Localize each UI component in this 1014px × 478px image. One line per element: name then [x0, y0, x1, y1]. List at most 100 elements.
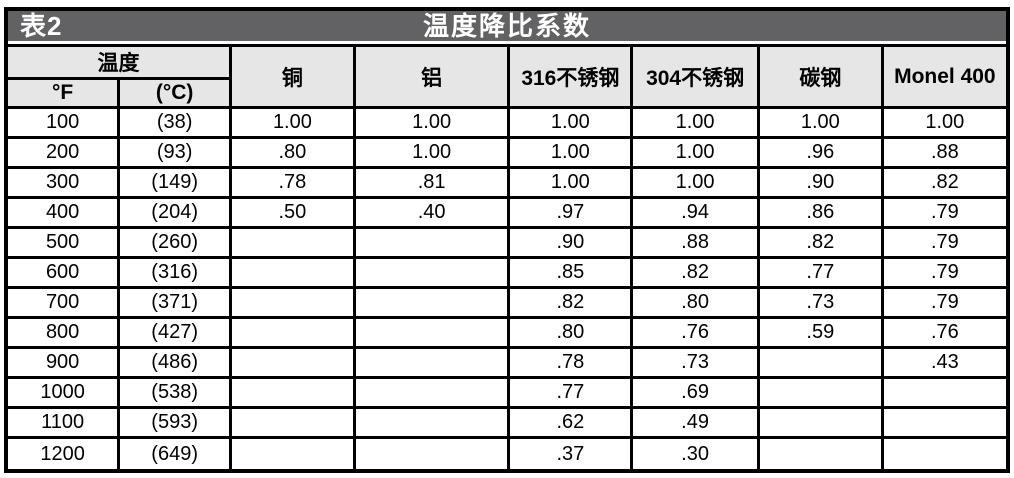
cell-factor: 1.00 — [507, 136, 634, 169]
cell-factor — [352, 376, 511, 409]
header-temp-c: (°C) — [117, 77, 231, 108]
cell-factor: 1.00 — [630, 166, 760, 199]
cell-factor: .79 — [880, 226, 1006, 259]
cell-factor — [229, 376, 356, 409]
cell-factor: 1.00 — [756, 106, 884, 139]
cell-factor — [352, 286, 511, 319]
cell-temp-c: (649) — [117, 436, 233, 469]
cell-factor: .88 — [630, 226, 760, 259]
cell-factor — [229, 406, 356, 439]
cell-factor: .79 — [880, 196, 1006, 229]
cell-temp-c: (38) — [117, 106, 233, 139]
cell-factor: .85 — [507, 256, 634, 289]
cell-temp-c: (149) — [117, 166, 233, 199]
cell-factor: .49 — [630, 406, 760, 439]
cell-factor: 1.00 — [352, 136, 511, 169]
cell-temp-c: (427) — [117, 316, 233, 349]
cell-factor: .73 — [630, 346, 760, 379]
cell-temp-c: (593) — [117, 406, 233, 439]
table-title-bar: 表2 温度降比系数 — [8, 11, 1006, 41]
header-material-monel-400: Monel 400 — [880, 44, 1006, 109]
cell-temp-c: (93) — [117, 136, 233, 169]
table-row: 1000 (538) .77.69 — [8, 376, 1006, 409]
cell-factor: .40 — [352, 196, 511, 229]
cell-factor: .69 — [630, 376, 760, 409]
table-tag: 表2 — [20, 11, 63, 41]
cell-temp-f: 200 — [8, 136, 121, 169]
cell-factor: .79 — [880, 256, 1006, 289]
cell-factor: 1.00 — [630, 136, 760, 169]
cell-factor — [229, 256, 356, 289]
table-row: 200 (93) .80 1.00 1.00 1.00.96.88 — [8, 136, 1006, 169]
cell-factor: 1.00 — [352, 106, 511, 139]
cell-factor — [229, 346, 356, 379]
table-row: 100 (38) 1.00 1.00 1.00 1.00 1.00 1.00 — [8, 106, 1006, 139]
cell-factor: 1.00 — [507, 106, 634, 139]
cell-temp-f: 1200 — [8, 436, 121, 469]
table-row: 900 (486) .78.73 .43 — [8, 346, 1006, 379]
title-gap — [8, 41, 1006, 44]
cell-factor: .96 — [756, 136, 884, 169]
cell-factor — [352, 256, 511, 289]
cell-factor: .77 — [507, 376, 634, 409]
cell-factor — [880, 406, 1006, 439]
cell-factor: .82 — [880, 166, 1006, 199]
cell-temp-c: (486) — [117, 346, 233, 379]
cell-factor — [229, 286, 356, 319]
cell-factor — [352, 316, 511, 349]
cell-temp-c: (260) — [117, 226, 233, 259]
cell-factor — [352, 406, 511, 439]
cell-temp-f: 1100 — [8, 406, 121, 439]
cell-temp-f: 900 — [8, 346, 121, 379]
cell-factor: .76 — [880, 316, 1006, 349]
cell-factor: 1.00 — [880, 106, 1006, 139]
header-material-304ss: 304不锈钢 — [630, 44, 760, 109]
table-title: 温度降比系数 — [422, 11, 591, 41]
table-row: 600 (316) .85.82.77.79 — [8, 256, 1006, 289]
table-row: 500 (260) .90.88.82.79 — [8, 226, 1006, 259]
header-material-316ss: 316不锈钢 — [507, 44, 634, 109]
cell-factor — [229, 436, 356, 469]
cell-factor: .90 — [756, 166, 884, 199]
table-row: 1200 (649) .37.30 — [8, 436, 1006, 469]
header-material-copper: 铜 — [229, 44, 356, 109]
cell-factor: .59 — [756, 316, 884, 349]
cell-factor: .77 — [756, 256, 884, 289]
cell-factor — [229, 226, 356, 259]
derating-table-frame: 表2 温度降比系数 温度 铜 铝 316不锈钢 3 — [4, 7, 1010, 473]
cell-factor — [352, 436, 511, 469]
table-row: 1100 (593) .62.49 — [8, 406, 1006, 439]
cell-factor: 1.00 — [507, 166, 634, 199]
cell-temp-c: (316) — [117, 256, 233, 289]
cell-temp-c: (204) — [117, 196, 233, 229]
cell-temp-f: 500 — [8, 226, 121, 259]
cell-factor: .30 — [630, 436, 760, 469]
cell-temp-c: (538) — [117, 376, 233, 409]
cell-factor: .94 — [630, 196, 760, 229]
cell-factor — [352, 346, 511, 379]
table-row: 300 (149) .78.81 1.00 1.00.90.82 — [8, 166, 1006, 199]
cell-factor: .90 — [507, 226, 634, 259]
cell-factor: .78 — [507, 346, 634, 379]
cell-factor: 1.00 — [229, 106, 356, 139]
cell-temp-f: 600 — [8, 256, 121, 289]
cell-factor — [880, 376, 1006, 409]
header-row-2: °F (°C) — [8, 77, 1006, 108]
cell-factor: .80 — [507, 316, 634, 349]
table-row: 800 (427) .80.76.59.76 — [8, 316, 1006, 349]
cell-factor: .78 — [229, 166, 356, 199]
header-material-carbon-steel: 碳钢 — [756, 44, 884, 109]
cell-factor: 1.00 — [630, 106, 760, 139]
cell-factor — [229, 316, 356, 349]
cell-factor — [756, 436, 884, 469]
derating-table: 温度 铜 铝 316不锈钢 304不锈钢 碳钢 Monel 400 °F (°C… — [8, 44, 1006, 469]
cell-temp-f: 700 — [8, 286, 121, 319]
cell-temp-f: 800 — [8, 316, 121, 349]
cell-factor — [880, 436, 1006, 469]
header-temp-group: 温度 — [8, 44, 233, 80]
cell-factor: .97 — [507, 196, 634, 229]
cell-temp-c: (371) — [117, 286, 233, 319]
cell-temp-f: 400 — [8, 196, 121, 229]
header-temp-f: °F — [8, 77, 121, 108]
